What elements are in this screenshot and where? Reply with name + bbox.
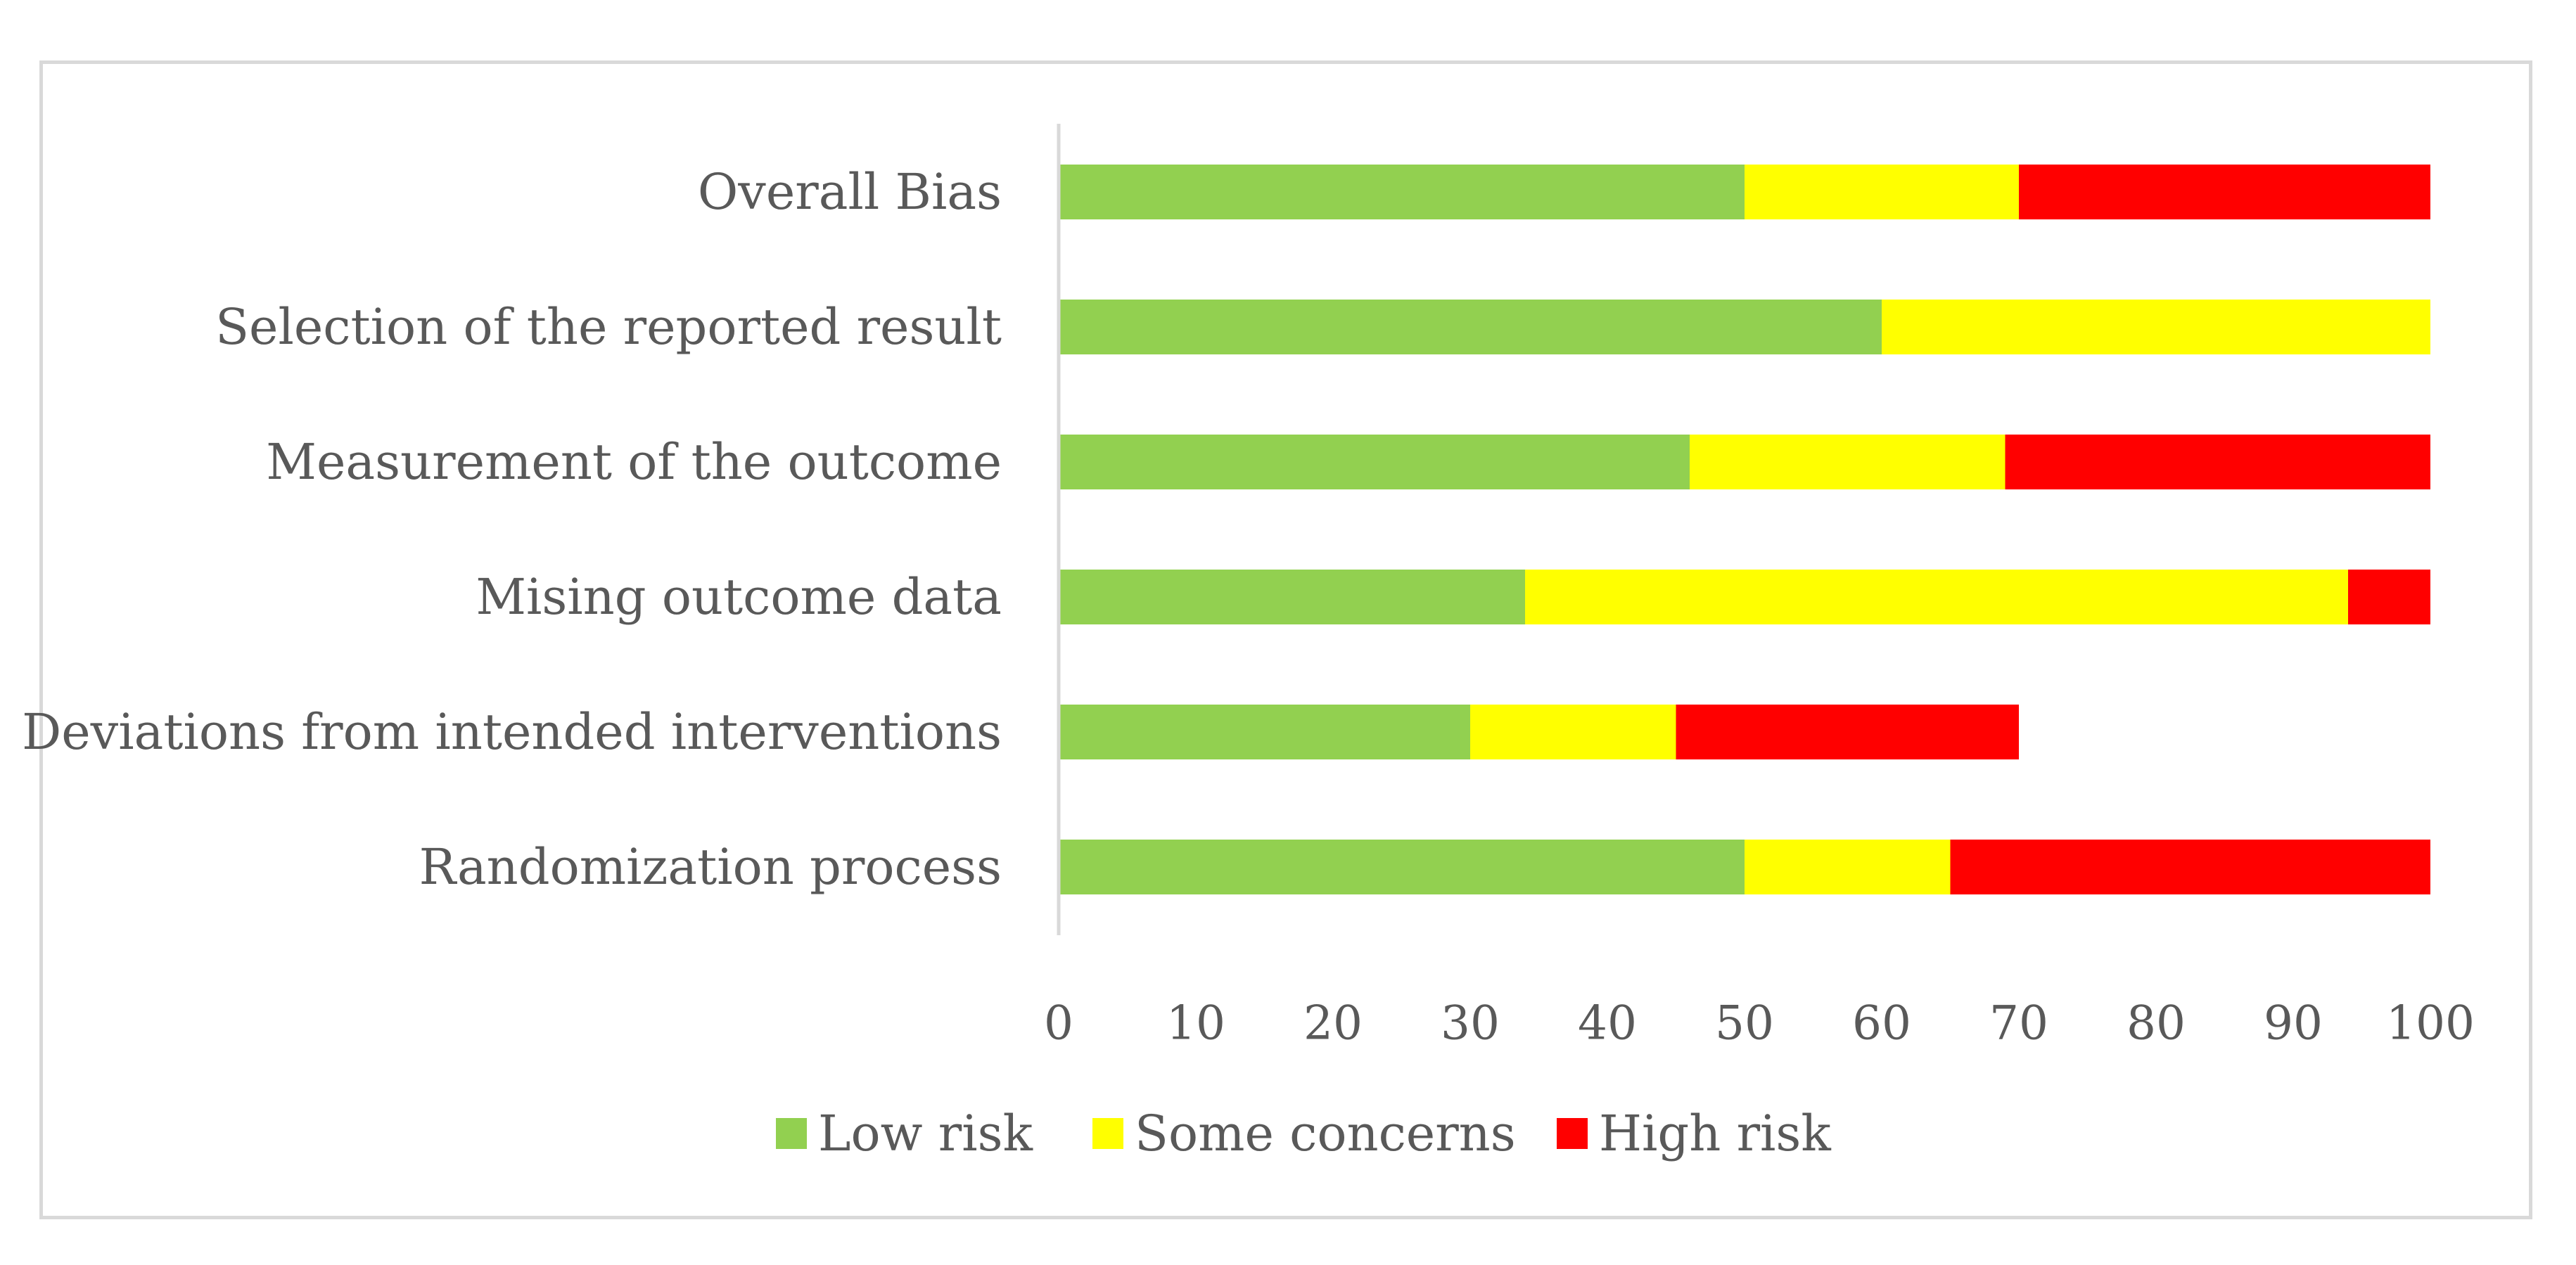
x-tick-label: 70 (1989, 996, 2048, 1051)
x-tick-label: 10 (1166, 996, 1225, 1051)
bar-some-concerns-3 (1525, 570, 2348, 624)
x-axis-ticks: 0 10 20 30 40 50 60 70 80 90 100 (1044, 996, 2475, 1051)
x-tick-label: 80 (2127, 996, 2186, 1051)
x-tick-label: 30 (1441, 996, 1500, 1051)
legend-swatch-high-risk (1557, 1118, 1588, 1149)
x-tick-label: 60 (1852, 996, 1911, 1051)
bar-some-concerns-4 (1470, 705, 1676, 759)
bar-low-risk-3 (1059, 570, 1525, 624)
category-labels: Overall Bias Selection of the reported re… (22, 163, 1002, 896)
legend-label-low-risk: Low risk (818, 1105, 1033, 1162)
bar-low-risk-2 (1059, 435, 1690, 489)
category-label: Overall Bias (698, 163, 1002, 221)
legend-swatch-low-risk (776, 1118, 807, 1149)
legend-swatch-some-concerns (1092, 1118, 1123, 1149)
x-tick-label: 0 (1044, 996, 1073, 1051)
bar-some-concerns-5 (1745, 840, 1951, 894)
x-tick-label: 100 (2386, 996, 2475, 1051)
category-label: Randomization process (419, 838, 1002, 896)
bar-some-concerns-1 (1882, 300, 2430, 354)
bar-low-risk-5 (1059, 840, 1745, 894)
x-tick-label: 90 (2264, 996, 2323, 1051)
chart-frame (39, 60, 2532, 1219)
bar-high-risk-4 (1676, 705, 2019, 759)
legend-label-some-concerns: Some concerns (1135, 1105, 1516, 1162)
bar-high-risk-5 (1950, 840, 2430, 894)
x-tick-label: 40 (1578, 996, 1637, 1051)
category-label: Deviations from intended interventions (22, 703, 1002, 761)
bar-low-risk-1 (1059, 300, 1882, 354)
x-tick-label: 50 (1715, 996, 1774, 1051)
category-label: Mising outcome data (476, 568, 1002, 626)
category-label: Selection of the reported result (215, 298, 1002, 356)
bar-high-risk-2 (2005, 435, 2430, 489)
bar-some-concerns-0 (1745, 165, 2019, 219)
bar-low-risk-0 (1059, 165, 1745, 219)
legend: Low risk Some concerns High risk (776, 1105, 1831, 1162)
legend-label-high-risk: High risk (1599, 1105, 1831, 1162)
category-label: Measurement of the outcome (266, 433, 1002, 491)
x-tick-label: 20 (1303, 996, 1363, 1051)
bar-high-risk-0 (2019, 165, 2430, 219)
bar-some-concerns-2 (1690, 435, 2006, 489)
bar-low-risk-4 (1059, 705, 1470, 759)
bars-layer (1059, 165, 2430, 894)
bar-high-risk-3 (2348, 570, 2430, 624)
